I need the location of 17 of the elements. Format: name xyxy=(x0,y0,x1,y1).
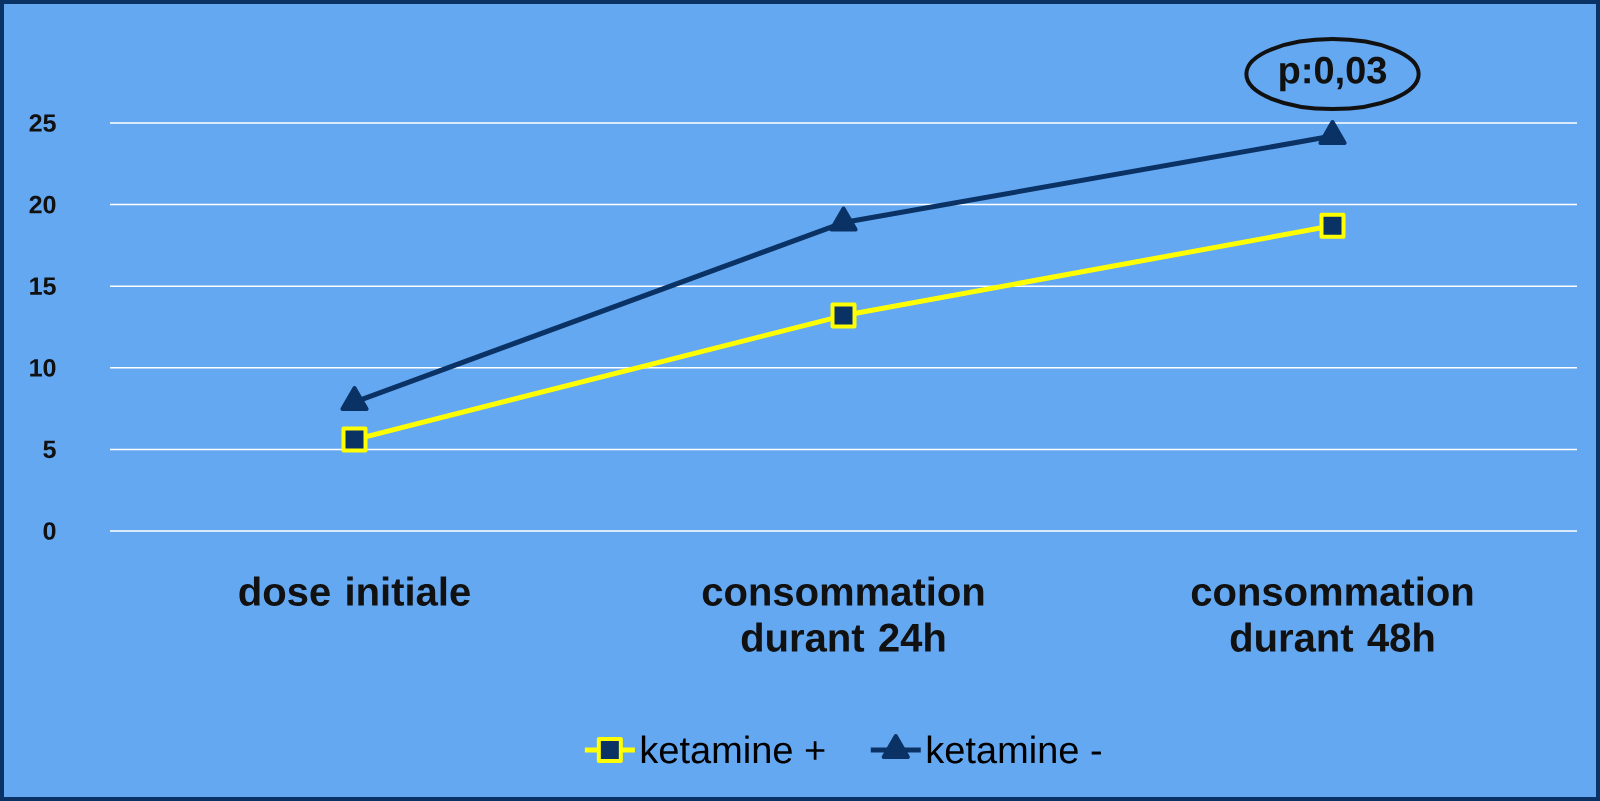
x-tick-label: consommation durant 24h xyxy=(702,576,984,652)
point xyxy=(1318,120,1347,146)
y-tick-label: 0 xyxy=(43,522,56,540)
y-tick-label: 15 xyxy=(30,277,56,295)
point xyxy=(830,302,857,329)
y-tick-label: 10 xyxy=(30,358,56,377)
text: p:0,03 xyxy=(1280,56,1387,92)
x-tick-label: dose initiale xyxy=(239,576,470,606)
legend-label: ketamine - xyxy=(927,735,1101,764)
y-tick-label: 25 xyxy=(29,114,56,132)
point xyxy=(1319,212,1346,239)
x-tick-label: consommation durant 48h xyxy=(1191,576,1473,652)
legend-label: ketamine + xyxy=(641,735,825,764)
y-tick-label: 5 xyxy=(43,440,56,459)
y-tick-label: 20 xyxy=(29,195,56,214)
point xyxy=(829,206,858,232)
point xyxy=(341,426,368,453)
